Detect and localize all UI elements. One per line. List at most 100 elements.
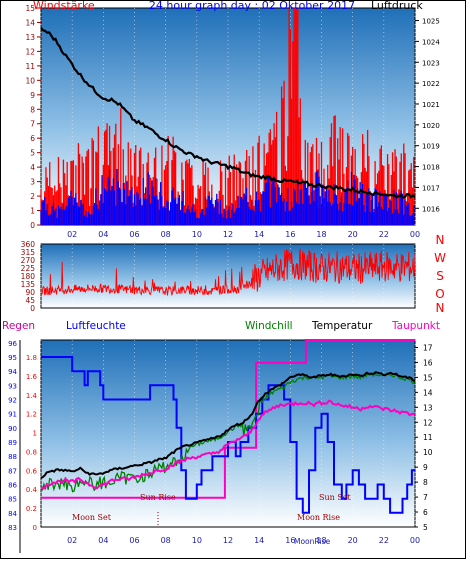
temp-tick-label: 5: [423, 523, 428, 532]
wind-tick-label: 7: [30, 120, 35, 129]
temp-tick-label: 10: [423, 448, 433, 457]
direction-tick-label: 315: [21, 248, 36, 257]
rain-tick-label: 1.2: [26, 411, 37, 419]
legend-luftfeuchte: Luftfeuchte: [66, 320, 126, 332]
windstaerke-label: Windstärke: [33, 0, 95, 12]
wind-tick-label: 6: [30, 134, 35, 143]
compass-letter: W: [434, 251, 446, 265]
legend-taupunkt: Taupunkt: [391, 320, 440, 332]
wind-tick-label: 12: [25, 47, 35, 56]
humidity-tick-label: 86: [8, 482, 17, 490]
wind-tick-label: 3: [30, 178, 35, 187]
legend-regen: Regen: [2, 320, 35, 332]
rain-tick-label: 0.6: [26, 467, 38, 475]
pressure-tick-label: 1016: [422, 205, 440, 213]
compass-letter: N: [436, 301, 445, 315]
wind-x-tick-label: 18: [316, 230, 326, 239]
wind-tick-label: 13: [25, 33, 35, 42]
temp-tick-label: 12: [423, 418, 433, 427]
wind-x-tick-label: 10: [192, 230, 202, 239]
moonrise-axis-label: MoonRise: [294, 537, 331, 546]
rain-tick-label: 1.6: [26, 373, 38, 381]
wind-tick-label: 9: [30, 91, 35, 100]
temp-x-tick-label: 20: [348, 536, 358, 545]
rain-tick-label: 1.4: [26, 392, 38, 400]
temp-tick-label: 14: [423, 388, 433, 397]
direction-tick-label: 90: [25, 288, 35, 297]
rain-tick-label: 1.8: [26, 354, 37, 362]
moon-rise-label: Moon Rise: [297, 513, 340, 522]
pressure-tick-label: 1023: [422, 59, 440, 67]
wind-tick-label: 15: [25, 4, 35, 13]
direction-tick-label: 180: [21, 272, 36, 281]
temp-x-tick-label: 02: [67, 536, 77, 545]
sun-set-label: Sun Set: [319, 493, 352, 502]
direction-tick-label: 135: [21, 280, 36, 289]
temp-tick-label: 7: [423, 493, 428, 502]
rain-tick-label: 1: [33, 430, 37, 438]
temp-x-tick-label: 10: [192, 536, 202, 545]
temp-tick-label: 11: [423, 433, 433, 442]
wind-tick-label: 10: [25, 76, 35, 85]
wind-x-tick-label: 04: [98, 230, 108, 239]
moon-set-label: Moon Set: [72, 513, 112, 522]
temp-tick-label: 6: [423, 508, 428, 517]
wind-x-tick-label: 06: [129, 230, 139, 239]
temp-tick-label: 15: [423, 373, 433, 382]
rain-line: [41, 339, 415, 499]
direction-tick-label: 0: [30, 304, 35, 313]
wind-x-tick-label: 22: [379, 230, 389, 239]
temp-x-tick-label: 18: [316, 536, 326, 545]
legend-windchill: Windchill: [245, 320, 293, 332]
humidity-tick-label: 91: [8, 411, 17, 419]
direction-tick-label: 360: [21, 240, 36, 249]
dewpoint-line: [40, 399, 416, 490]
wind-tick-label: 5: [30, 149, 35, 158]
wind-x-tick-label: 16: [285, 230, 295, 239]
luftdruck-label: Luftdruck: [371, 0, 423, 12]
temp-tick-label: 8: [423, 478, 428, 487]
rain-tick-label: 0.2: [26, 505, 37, 513]
graph-title: 24 hour graph day : 02 Oktober 2017: [149, 0, 355, 12]
wind-tick-label: 2: [30, 192, 35, 201]
humidity-tick-label: 88: [8, 453, 17, 461]
pressure-tick-label: 1024: [422, 38, 440, 46]
wind-x-tick-label: 08: [161, 230, 171, 239]
humidity-tick-label: 84: [8, 510, 17, 518]
pressure-tick-label: 1022: [422, 80, 440, 88]
pressure-line: [40, 27, 416, 199]
humidity-tick-label: 85: [8, 496, 17, 504]
pressure-tick-label: 1019: [422, 143, 440, 151]
direction-line: [40, 248, 416, 297]
humidity-tick-label: 87: [8, 467, 17, 475]
wind-tick-label: 4: [30, 163, 35, 172]
wind-tick-label: 8: [30, 105, 35, 114]
wind-x-tick-label: 12: [223, 230, 233, 239]
rain-tick-label: 0: [33, 524, 37, 532]
direction-tick-label: 225: [21, 264, 36, 273]
temp-x-tick-label: 04: [98, 536, 108, 545]
compass-letter: N: [436, 233, 445, 247]
humidity-tick-label: 89: [8, 439, 17, 447]
temp-tick-label: 13: [423, 403, 433, 412]
temp-x-tick-label: 16: [285, 536, 295, 545]
temperature-line: [40, 371, 416, 480]
temp-x-tick-label: 00: [410, 536, 420, 545]
rain-tick-label: 0.4: [26, 486, 38, 494]
legend-temperatur: Temperatur: [311, 320, 373, 332]
wind-tick-label: 0: [30, 221, 35, 230]
temp-tick-label: 17: [423, 343, 433, 352]
wind-tick-label: 11: [25, 62, 35, 71]
pressure-tick-label: 1021: [422, 101, 440, 109]
wind-x-tick-label: 14: [254, 230, 264, 239]
temp-x-tick-label: 06: [129, 536, 139, 545]
humidity-tick-label: 83: [8, 524, 17, 532]
temp-x-tick-label: 22: [379, 536, 389, 545]
wind-x-tick-label: 00: [410, 230, 420, 239]
pressure-tick-label: 1017: [422, 184, 440, 192]
rain-tick-label: 0.8: [26, 448, 37, 456]
pressure-tick-label: 1020: [422, 122, 440, 130]
pressure-tick-label: 1025: [422, 18, 440, 26]
wind-x-tick-label: 02: [67, 230, 77, 239]
